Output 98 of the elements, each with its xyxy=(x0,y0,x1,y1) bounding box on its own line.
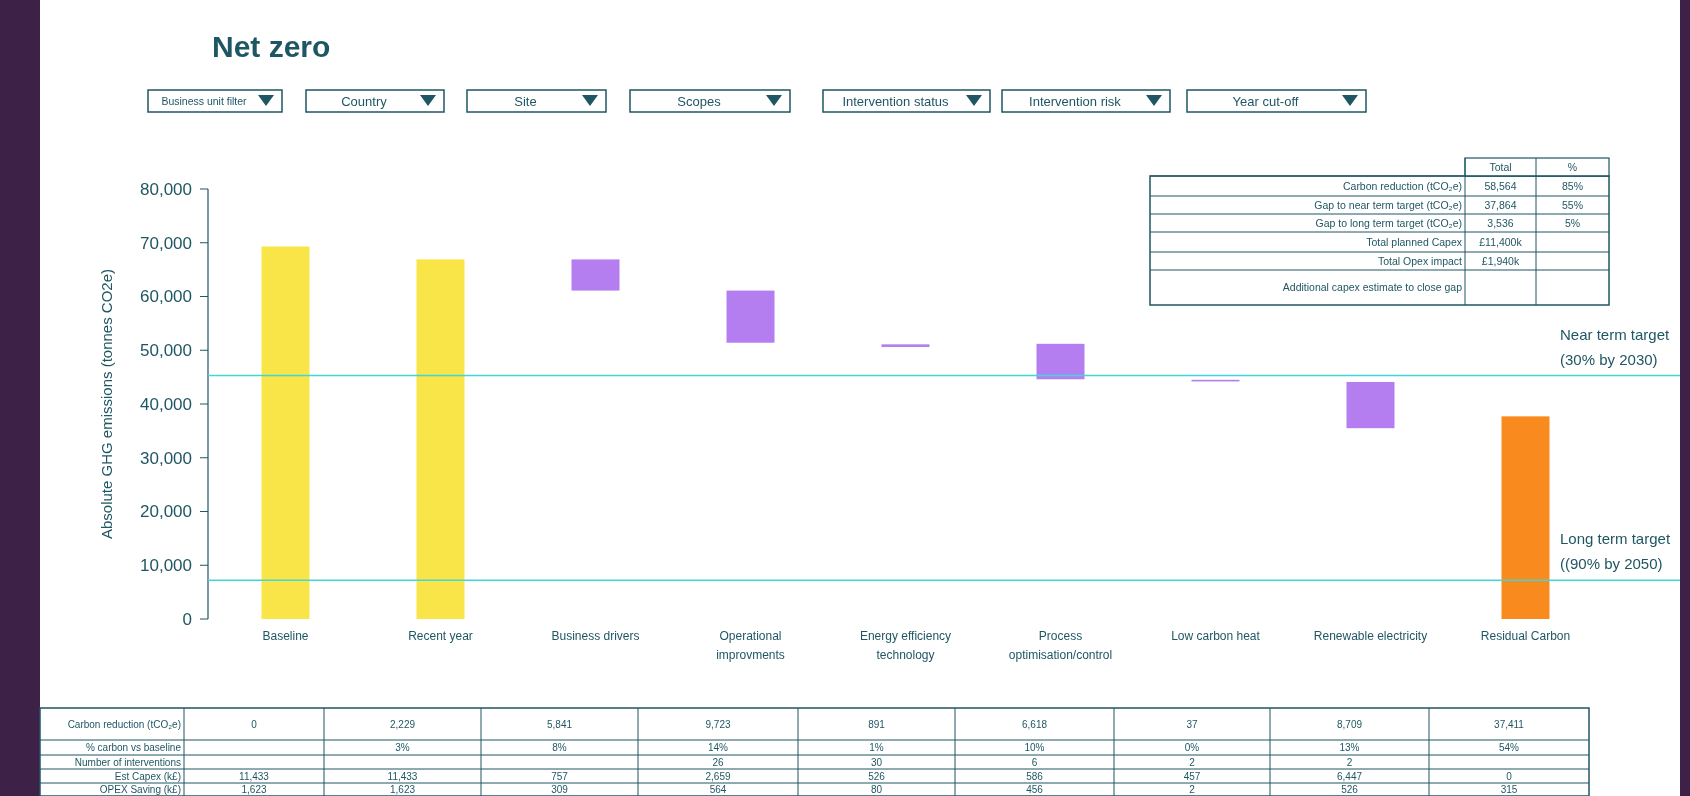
text: 456 xyxy=(1026,784,1043,795)
category-label: Additional capex estimate to close gap xyxy=(1282,281,1462,294)
chart-title: Net zero xyxy=(212,30,331,63)
category-label: Country xyxy=(341,93,388,109)
text: 526 xyxy=(868,770,885,782)
bar xyxy=(416,259,465,619)
text: 3% xyxy=(395,742,410,753)
text: 6 xyxy=(1031,756,1038,768)
category-label: Total Opex impact xyxy=(1377,254,1462,267)
category-label: Year cut-off xyxy=(1232,93,1299,109)
category-label: OPEX Saving (k£) xyxy=(99,784,181,795)
text: 2,659 xyxy=(705,770,731,782)
x-tick-label: Recent year xyxy=(408,629,473,643)
text: 30 xyxy=(870,756,883,768)
text: 6,618 xyxy=(1021,718,1048,730)
x-tick-label: Low carbon heat xyxy=(1171,629,1261,643)
text: 757 xyxy=(551,770,568,782)
text: 11,433 xyxy=(239,770,269,782)
y-tick-label: 10,000 xyxy=(140,556,192,576)
text: 55% xyxy=(1561,198,1584,211)
text: £1,940k xyxy=(1481,254,1520,267)
y-tick-label: 60,000 xyxy=(140,287,192,307)
text: 8,709 xyxy=(1336,718,1363,730)
text: 1,623 xyxy=(241,784,267,795)
y-tick-label: 40,000 xyxy=(140,394,192,414)
text: 37,864 xyxy=(1484,198,1517,211)
category-label: Intervention status xyxy=(842,93,950,109)
category-label: Site xyxy=(514,93,537,109)
text: 6,447 xyxy=(1336,770,1363,782)
text: 3,536 xyxy=(1487,216,1514,229)
bar xyxy=(726,290,775,343)
ref-line-label: Near term target (30% by 2030) xyxy=(1560,325,1671,368)
category-label: Carbon reduction (tCO₂e) xyxy=(1342,179,1462,192)
y-tick-label: 80,000 xyxy=(140,179,192,199)
text: 2 xyxy=(1346,756,1353,768)
text: 37 xyxy=(1186,718,1198,730)
text: 891 xyxy=(868,718,885,730)
category-label: Business unit filter xyxy=(161,94,248,107)
text: 8% xyxy=(552,742,567,753)
text: 80 xyxy=(870,784,883,795)
y-tick-label: 0 xyxy=(182,609,192,629)
x-tick-label: Renewable electricity xyxy=(1313,629,1428,643)
category-label: Total planned Capex xyxy=(1366,235,1462,248)
text: 526 xyxy=(1341,784,1358,795)
category-label: Est Capex (k£) xyxy=(114,770,181,782)
text: 2 xyxy=(1189,756,1195,768)
bar xyxy=(881,344,930,348)
text: 13% xyxy=(1339,742,1360,753)
text: 5,841 xyxy=(546,718,573,730)
y-tick-label: 50,000 xyxy=(140,341,192,361)
text: 5% xyxy=(1564,216,1581,229)
text: 586 xyxy=(1026,770,1043,782)
category-label: % xyxy=(1567,160,1578,173)
bar xyxy=(261,246,310,619)
bar xyxy=(571,259,620,291)
text: 85% xyxy=(1561,179,1584,192)
text: 11,433 xyxy=(387,770,418,782)
y-tick-label: 20,000 xyxy=(140,502,192,522)
text: 10% xyxy=(1024,742,1045,753)
text: 2 xyxy=(1189,784,1195,795)
text: 1% xyxy=(869,742,884,753)
text: 14% xyxy=(707,742,729,753)
text: 9,723 xyxy=(705,718,731,730)
category-label: Total xyxy=(1489,160,1512,173)
text: 309 xyxy=(551,784,568,795)
text: 315 xyxy=(1500,784,1518,795)
text: 457 xyxy=(1183,770,1201,782)
y-tick-label: 30,000 xyxy=(140,448,192,468)
x-tick-label: Energy efficiency technology xyxy=(859,629,952,662)
text: 26 xyxy=(712,756,724,768)
x-tick-label: Residual Carbon xyxy=(1480,629,1571,643)
text: 54% xyxy=(1498,742,1520,753)
category-label: % carbon vs baseline xyxy=(85,742,181,753)
category-label: Gap to near term target (tCO₂e) xyxy=(1314,198,1462,211)
text: 0% xyxy=(1184,742,1200,753)
text: 58,564 xyxy=(1484,179,1517,192)
x-tick-label: Operational improvments xyxy=(716,629,785,662)
bar xyxy=(1346,381,1395,429)
text: £11,400k xyxy=(1479,235,1522,248)
ref-line-label: Long term target ((90% by 2050) xyxy=(1560,530,1671,573)
text: 0 xyxy=(1506,770,1512,782)
text: 37,411 xyxy=(1494,718,1524,730)
x-tick-label: Business drivers xyxy=(551,629,640,643)
text: 0 xyxy=(251,718,257,730)
bar xyxy=(1501,416,1550,619)
category-label: Carbon reduction (tCO₂e) xyxy=(67,718,181,730)
y-tick-label: 70,000 xyxy=(140,233,192,253)
x-tick-label: Baseline xyxy=(262,629,309,643)
category-label: Intervention risk xyxy=(1029,93,1122,109)
category-label: Gap to long term target (tCO₂e) xyxy=(1315,216,1462,229)
x-tick-label: Process optimisation/control xyxy=(1008,629,1113,662)
category-label: Number of interventions xyxy=(74,756,181,768)
text: 564 xyxy=(709,784,727,795)
bar xyxy=(1036,343,1085,380)
category-label: Scopes xyxy=(677,93,722,109)
text: 2,229 xyxy=(389,718,416,730)
text: 1,623 xyxy=(389,784,416,795)
y-axis-title: Absolute GHG emissions (tonnes CO2e) xyxy=(98,268,115,540)
